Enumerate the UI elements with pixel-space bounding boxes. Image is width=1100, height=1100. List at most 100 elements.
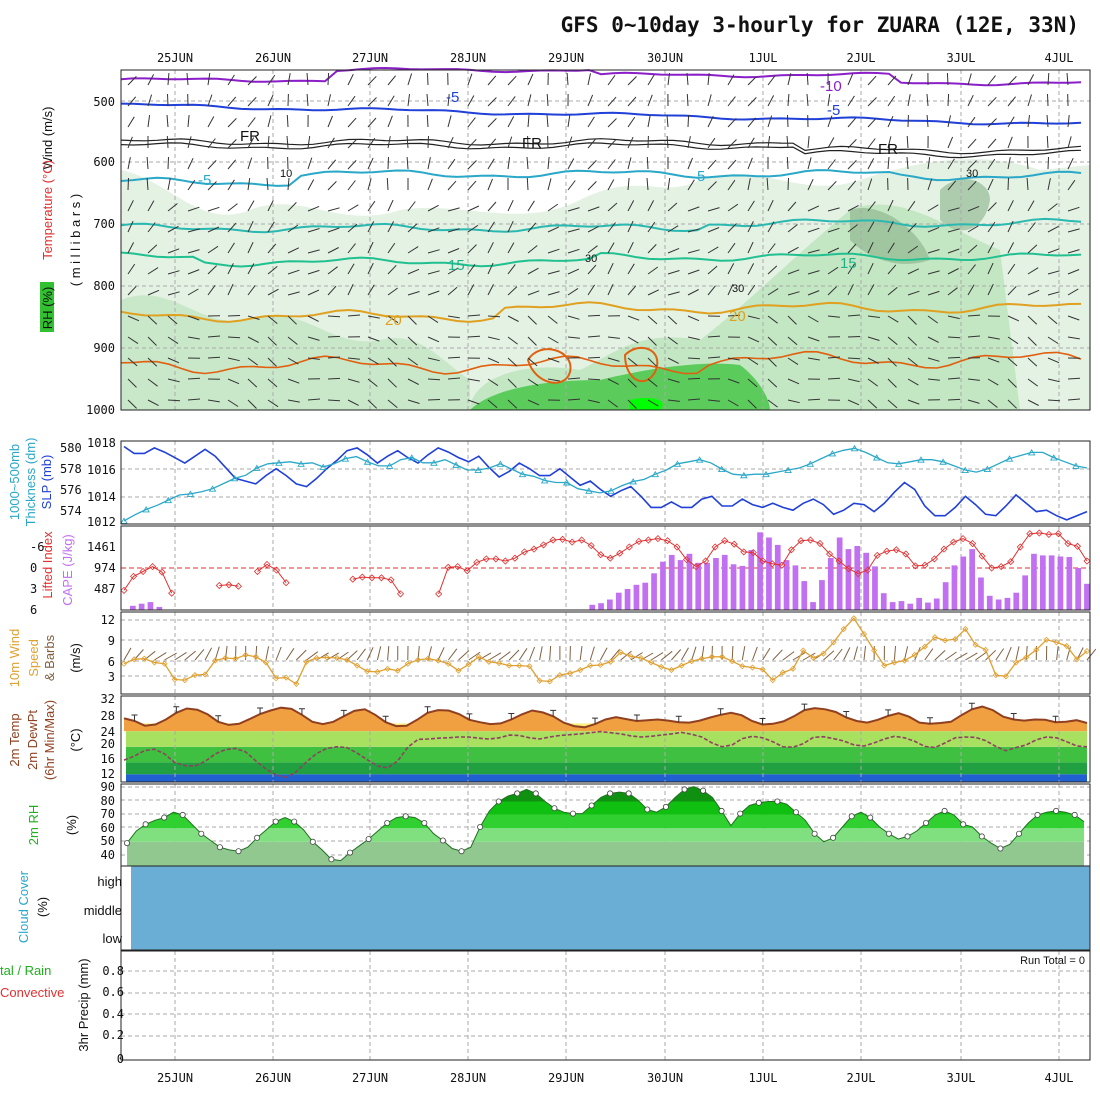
wind-barb-682 — [327, 377, 341, 380]
wind-barb-570 — [967, 314, 981, 317]
rh-point-82 — [885, 830, 892, 837]
wind-barb-476 — [1007, 263, 1016, 275]
wind10-point-93 — [1063, 642, 1070, 650]
li-point-98 — [1054, 530, 1062, 538]
wind-barb-373 — [867, 221, 875, 233]
wind-barb-416 — [767, 243, 776, 254]
data-series — [120, 66, 1097, 950]
wind-barb-191 — [1067, 136, 1072, 149]
wind-barb-481 — [147, 289, 160, 296]
li-point-95 — [1026, 530, 1034, 538]
wind-barb-534 — [247, 315, 260, 320]
wind-barb-258 — [487, 178, 493, 191]
li-point-84 — [921, 561, 929, 569]
wind10-point-59 — [719, 653, 726, 660]
wind-barb-297 — [307, 205, 320, 212]
wind-barb-584 — [287, 336, 298, 345]
wind-barb-76 — [686, 93, 689, 107]
contour-label-fr-b: FR — [522, 135, 542, 152]
wind-barb-539 — [347, 314, 361, 317]
wind-barb-289 — [147, 200, 155, 212]
wind10-point-28 — [404, 660, 411, 667]
cape-bar-59 — [642, 582, 649, 610]
wind-barb-286 — [1047, 178, 1051, 191]
wind-barb-465 — [787, 269, 800, 275]
wind10-barb-22 — [346, 650, 358, 661]
wind-barb-718 — [1047, 378, 1060, 383]
wind-barb-364 — [687, 228, 700, 233]
wind-barb-382 — [1047, 225, 1059, 233]
wind-barb-628 — [207, 356, 221, 359]
wind-barb-651 — [667, 357, 679, 364]
cape-bar-56 — [615, 592, 622, 610]
thickness-point-28 — [430, 459, 438, 466]
cloud-level-high: high — [97, 874, 122, 889]
wind-barb-468 — [847, 263, 855, 275]
wind-barb-765 — [1027, 399, 1039, 406]
wind-barb-344 — [287, 224, 299, 233]
wind-barb-213 — [547, 156, 550, 170]
wind-barb-462 — [727, 263, 735, 275]
li-point-92 — [997, 563, 1005, 571]
wind-barb-461 — [707, 265, 718, 275]
contour-25-loop-a — [526, 348, 572, 384]
wind-barb-522 — [967, 284, 975, 296]
ytick-900: 900 — [93, 341, 115, 355]
wind10-barb-31 — [437, 647, 445, 661]
thickness-point-58 — [762, 470, 770, 478]
wind-barb-320 — [767, 199, 774, 212]
ylabel-total-rain: tal / Rain — [0, 963, 51, 978]
thickness-point-40 — [562, 479, 571, 486]
wind10-point-11 — [232, 655, 239, 662]
wind-barb-338 — [167, 225, 179, 233]
wind-barb-77 — [707, 94, 712, 107]
li-point-89 — [969, 539, 977, 548]
thickness-point-56 — [740, 471, 748, 479]
wind-barb-625 — [147, 357, 158, 367]
wind-barb-480 — [127, 285, 137, 296]
wind-barb-46 — [1047, 72, 1050, 86]
wind-barb-487 — [267, 288, 279, 296]
wind-barb-541 — [387, 315, 399, 324]
wind-barb-458 — [647, 266, 659, 275]
wind-barb-490 — [327, 285, 337, 296]
thickness-point-18 — [319, 463, 328, 470]
wind-barb-707 — [827, 377, 841, 380]
li-point-27 — [377, 574, 386, 582]
li-point-62 — [711, 543, 719, 551]
wind-barb-57 — [306, 93, 309, 107]
wind-barb-513 — [787, 291, 800, 296]
date-label-1jul-bottom: 1JUL — [749, 1071, 778, 1085]
li-point-85 — [930, 555, 939, 563]
ytick-li-3: 3 — [30, 582, 37, 596]
wind-barb-342 — [247, 220, 254, 233]
wind10-point-15 — [272, 675, 280, 682]
rh-point-86 — [923, 820, 930, 827]
wind-barb-55 — [267, 94, 274, 107]
ylabel-rh-units: (%) — [64, 815, 79, 835]
wind-barb-649 — [627, 357, 638, 366]
wind-barb-620 — [1007, 336, 1019, 345]
wind-barb-11 — [347, 73, 354, 86]
wind-barb-498 — [487, 284, 494, 296]
wind-barb-435 — [187, 269, 200, 275]
wind-barb-722 — [167, 399, 181, 402]
rh-point-38 — [477, 824, 484, 831]
wind-barb-643 — [507, 357, 518, 367]
rh-point-68 — [755, 799, 762, 806]
date-label-2jul: 2JUL — [847, 51, 876, 65]
wind-barb-431 — [1067, 249, 1080, 254]
li-point-69 — [778, 561, 786, 569]
ytick-cape-487: 487 — [94, 582, 116, 596]
rh-point-76 — [830, 834, 837, 841]
wind10-point-63 — [759, 666, 766, 673]
wind-barb-261 — [547, 178, 552, 191]
ytick-cape-1461: 1461 — [87, 540, 116, 554]
wind-barb-68 — [527, 94, 532, 107]
wind-barb-614 — [887, 336, 898, 345]
wind-barb-295 — [267, 200, 274, 212]
wind-barb-612 — [847, 336, 861, 338]
wind-barb-314 — [647, 200, 655, 212]
wind-barb-391 — [267, 243, 277, 254]
